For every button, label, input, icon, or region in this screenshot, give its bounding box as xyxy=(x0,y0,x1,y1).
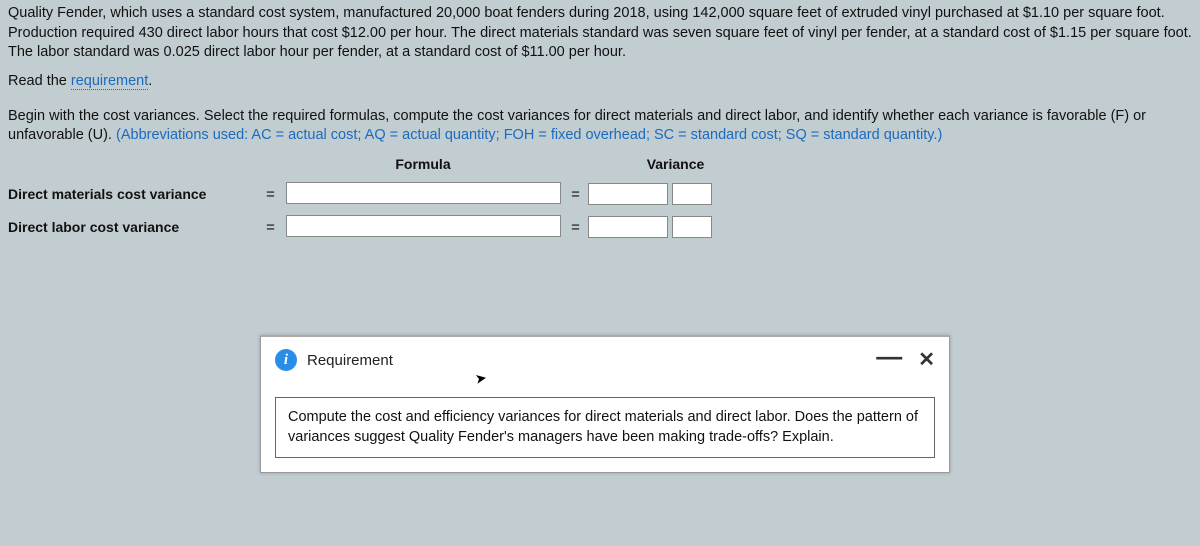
dm-variance-amount-input[interactable] xyxy=(588,183,668,205)
row-label-dm: Direct materials cost variance xyxy=(8,186,258,202)
table-header-row: Formula Variance xyxy=(8,156,1192,178)
equals-sign: = xyxy=(258,186,283,203)
minimize-icon[interactable]: — xyxy=(876,343,902,369)
equals-sign: = xyxy=(563,219,588,236)
popup-body-text: Compute the cost and efficiency variance… xyxy=(275,397,935,458)
popup-title: Requirement xyxy=(307,352,866,369)
mouse-cursor-icon: ➤ xyxy=(474,369,489,388)
requirement-link[interactable]: requirement xyxy=(71,73,148,90)
read-requirement-line: Read the requirement. xyxy=(0,63,1200,89)
table-row: Direct labor cost variance = = xyxy=(8,211,1192,244)
table-row: Direct materials cost variance = = xyxy=(8,178,1192,211)
equals-sign: = xyxy=(563,186,588,203)
info-icon: i xyxy=(275,349,297,371)
variance-header: Variance xyxy=(588,156,763,172)
problem-statement: Quality Fender, which uses a standard co… xyxy=(0,0,1200,63)
formula-header: Formula xyxy=(283,156,563,172)
instructions-abbreviations: (Abbreviations used: AC = actual cost; A… xyxy=(116,127,942,143)
dl-variance-amount-input[interactable] xyxy=(588,216,668,238)
dm-formula-input[interactable] xyxy=(286,182,561,204)
instructions: Begin with the cost variances. Select th… xyxy=(0,89,1200,146)
equals-sign: = xyxy=(258,219,283,236)
popup-header[interactable]: i Requirement — ✕ xyxy=(261,337,949,383)
read-req-prefix: Read the xyxy=(8,73,71,89)
dl-variance-type-input[interactable] xyxy=(672,216,712,238)
dm-variance-type-input[interactable] xyxy=(672,183,712,205)
close-icon[interactable]: ✕ xyxy=(918,350,935,370)
dl-formula-input[interactable] xyxy=(286,215,561,237)
row-label-dl: Direct labor cost variance xyxy=(8,219,258,235)
requirement-popup: i Requirement — ✕ Compute the cost and e… xyxy=(260,335,950,473)
variance-table: Formula Variance Direct materials cost v… xyxy=(0,146,1200,244)
